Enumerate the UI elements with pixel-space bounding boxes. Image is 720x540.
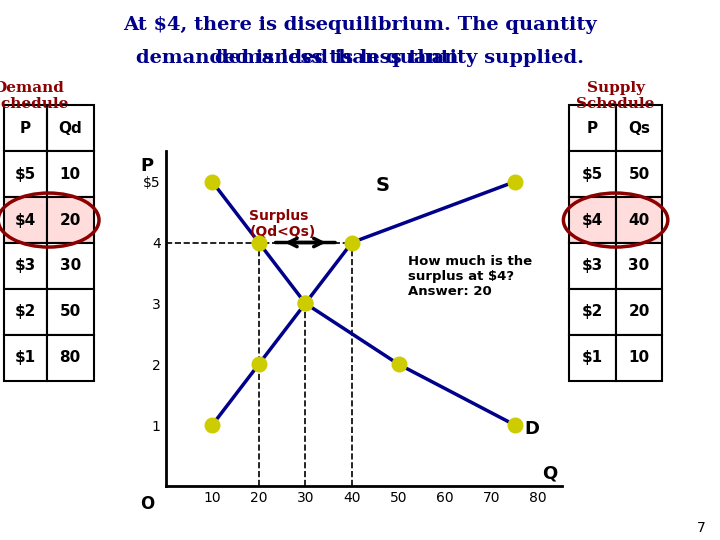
Text: $2: $2 xyxy=(582,305,603,319)
Text: $4: $4 xyxy=(14,213,36,227)
Text: 30: 30 xyxy=(60,259,81,273)
Text: P: P xyxy=(140,157,153,176)
Text: Demand
Schedule: Demand Schedule xyxy=(0,81,68,111)
Text: D: D xyxy=(524,420,539,438)
Text: Qs: Qs xyxy=(628,121,650,136)
Text: At $4, there is disequilibrium. The quantity: At $4, there is disequilibrium. The quan… xyxy=(123,16,597,34)
Text: P: P xyxy=(587,121,598,136)
Text: 40: 40 xyxy=(629,213,649,227)
Text: $4: $4 xyxy=(582,213,603,227)
Text: O: O xyxy=(140,495,154,513)
Text: $5: $5 xyxy=(14,167,36,181)
Text: demanded is less than quantity supplied.: demanded is less than quantity supplied. xyxy=(136,49,584,66)
Text: 50: 50 xyxy=(629,167,649,181)
Text: Supply
Schedule: Supply Schedule xyxy=(577,81,654,111)
Text: $1: $1 xyxy=(582,350,603,365)
Text: $3: $3 xyxy=(14,259,36,273)
Text: Qd: Qd xyxy=(58,121,82,136)
Text: 7: 7 xyxy=(697,521,706,535)
Text: P: P xyxy=(19,121,31,136)
Text: How much is the
surplus at $4?
Answer: 20: How much is the surplus at $4? Answer: 2… xyxy=(408,255,532,298)
Text: $3: $3 xyxy=(582,259,603,273)
Text: $2: $2 xyxy=(14,305,36,319)
Text: 30: 30 xyxy=(629,259,649,273)
Text: 80: 80 xyxy=(60,350,81,365)
Text: 20: 20 xyxy=(60,213,81,227)
Text: $5: $5 xyxy=(582,167,603,181)
Text: 50: 50 xyxy=(60,305,81,319)
Text: Q: Q xyxy=(541,465,557,483)
Text: S: S xyxy=(375,176,390,195)
Text: 10: 10 xyxy=(60,167,81,181)
Text: less than: less than xyxy=(360,49,459,66)
Text: demanded is: demanded is xyxy=(215,49,360,66)
Text: $1: $1 xyxy=(14,350,36,365)
Text: 20: 20 xyxy=(629,305,649,319)
Text: 10: 10 xyxy=(629,350,649,365)
Text: Surplus
(Qd<Qs): Surplus (Qd<Qs) xyxy=(249,209,315,239)
